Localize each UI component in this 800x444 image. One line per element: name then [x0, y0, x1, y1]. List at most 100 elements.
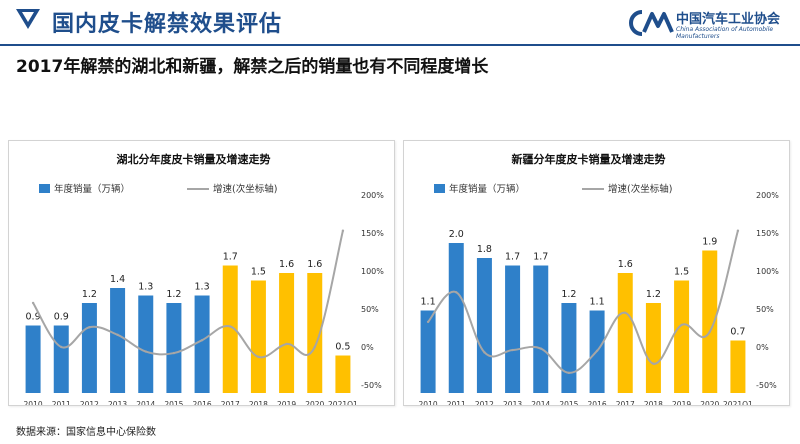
bar-value-label: 1.6 [618, 259, 633, 270]
hubei-chart-panel: 湖北分年度皮卡销量及增速走势年度销量（万辆） 增速(次坐标轴) 200% 150% 10… [8, 140, 395, 406]
bar [110, 288, 126, 393]
bar [645, 303, 661, 393]
bar [702, 250, 718, 393]
bar [420, 310, 436, 393]
legend-swatch-sales [39, 184, 50, 193]
slide-subtitle: 2017年解禁的湖北和新疆，解禁之后的销量也有不同程度增长 [16, 57, 489, 77]
legend-label-growth: 增速(次坐标轴) [608, 183, 672, 195]
growth-point [341, 229, 345, 232]
bar-value-label: 1.5 [674, 267, 689, 278]
bar [250, 280, 266, 393]
growth-point [229, 325, 232, 328]
x-tick-label: 2017 [221, 400, 240, 405]
bar [448, 243, 464, 393]
x-tick-label: 2012 [80, 400, 99, 405]
y2-tick-label: 0% [361, 343, 374, 352]
growth-point [116, 333, 119, 337]
y2-tick-label: -50% [361, 381, 382, 390]
xinjiang-chart-panel: 新疆分年度皮卡销量及增速走势 年度销量（万辆） 增速(次坐标轴) 200% 150% 10… [403, 140, 790, 406]
bar [279, 273, 295, 393]
y2-tick-label: 150% [361, 229, 384, 238]
legend-label-sales: 年度销量（万辆） [54, 183, 130, 195]
y2-tick-label: 100% [756, 267, 779, 276]
bar [25, 325, 41, 393]
bar-value-label: 1.3 [195, 282, 210, 293]
y2-tick-label: 0% [756, 343, 769, 352]
x-tick-label: 2016 [588, 400, 607, 405]
x-tick-label: 2010 [419, 400, 438, 405]
y2-tick-label: 200% [361, 191, 384, 200]
growth-point [736, 229, 740, 232]
growth-point [257, 355, 260, 359]
x-tick-label: 2013 [108, 400, 127, 405]
chart-title: 湖北分年度皮卡销量及增速走势 [117, 152, 271, 166]
bar-value-label: 0.9 [26, 312, 41, 323]
growth-point [624, 311, 627, 314]
y2-tick-label: 50% [756, 305, 774, 314]
bar [505, 265, 521, 393]
bar [81, 303, 97, 393]
bar-value-label: 2.0 [449, 229, 464, 240]
growth-point [595, 349, 599, 352]
x-tick-label: 2015 [559, 400, 578, 405]
org-name: 中国汽车工业协会 [676, 12, 781, 27]
legend-label-growth: 增速(次坐标轴) [213, 183, 277, 195]
growth-point [172, 351, 176, 355]
data-source-note: 数据来源：国家信息中心保险数 [16, 427, 156, 438]
bar [307, 273, 323, 393]
bar [138, 295, 154, 393]
growth-point [60, 345, 63, 349]
x-tick-label: 2018 [644, 400, 663, 405]
bar-value-label: 0.9 [54, 312, 69, 323]
growth-point [31, 301, 35, 305]
y2-tick-label: -50% [756, 381, 777, 390]
x-tick-label: 2019 [277, 400, 296, 405]
org-subtitle: China Association of Automobile Manufact… [676, 26, 774, 40]
x-tick-label: 2012 [475, 400, 494, 405]
bar [476, 258, 492, 393]
x-tick-label: 2016 [193, 400, 212, 405]
header-bar: 国内皮卡解禁效果评估 中国汽车工业协会 China Association of… [0, 0, 800, 46]
bar-value-label: 1.9 [702, 237, 717, 248]
y2-tick-label: 100% [361, 267, 384, 276]
bar-value-label: 1.2 [561, 289, 576, 300]
growth-point [708, 330, 711, 333]
growth-line [427, 230, 739, 374]
bar-value-label: 1.8 [477, 244, 492, 255]
bar-value-label: 1.6 [307, 259, 322, 270]
y2-tick-label: 150% [756, 229, 779, 238]
bar-value-label: 1.1 [590, 297, 605, 308]
growth-point [483, 351, 486, 354]
bar [166, 303, 182, 393]
growth-point [680, 323, 683, 327]
growth-point [652, 362, 655, 365]
x-tick-label: 2019 [672, 400, 691, 405]
x-tick-label: 2014 [136, 400, 155, 405]
x-tick-label: 2021Q1 [723, 400, 753, 405]
growth-point [144, 350, 147, 353]
legend-label-sales: 年度销量（万辆） [449, 183, 525, 195]
x-tick-label: 2021Q1 [328, 400, 358, 405]
bar [194, 295, 210, 393]
page-title: 国内皮卡解禁效果评估 [52, 12, 283, 37]
x-tick-label: 2013 [503, 400, 522, 405]
x-tick-label: 2014 [531, 400, 550, 405]
x-tick-label: 2020 [305, 400, 324, 405]
bar [533, 265, 549, 393]
bar-value-label: 0.5 [335, 342, 350, 353]
bar-value-label: 1.1 [421, 297, 436, 308]
growth-point [539, 347, 542, 350]
triangle-logo-inner-icon [22, 12, 34, 22]
bar-value-label: 1.2 [646, 289, 661, 300]
caam-logo-icon [629, 10, 674, 36]
growth-point [200, 338, 204, 342]
y2-tick-label: 50% [361, 305, 379, 314]
bar-value-label: 1.4 [110, 274, 125, 285]
bar-value-label: 1.3 [138, 282, 153, 293]
bar [561, 303, 577, 393]
growth-point [285, 342, 288, 346]
bar [617, 273, 633, 393]
bar-value-label: 1.2 [166, 289, 181, 300]
